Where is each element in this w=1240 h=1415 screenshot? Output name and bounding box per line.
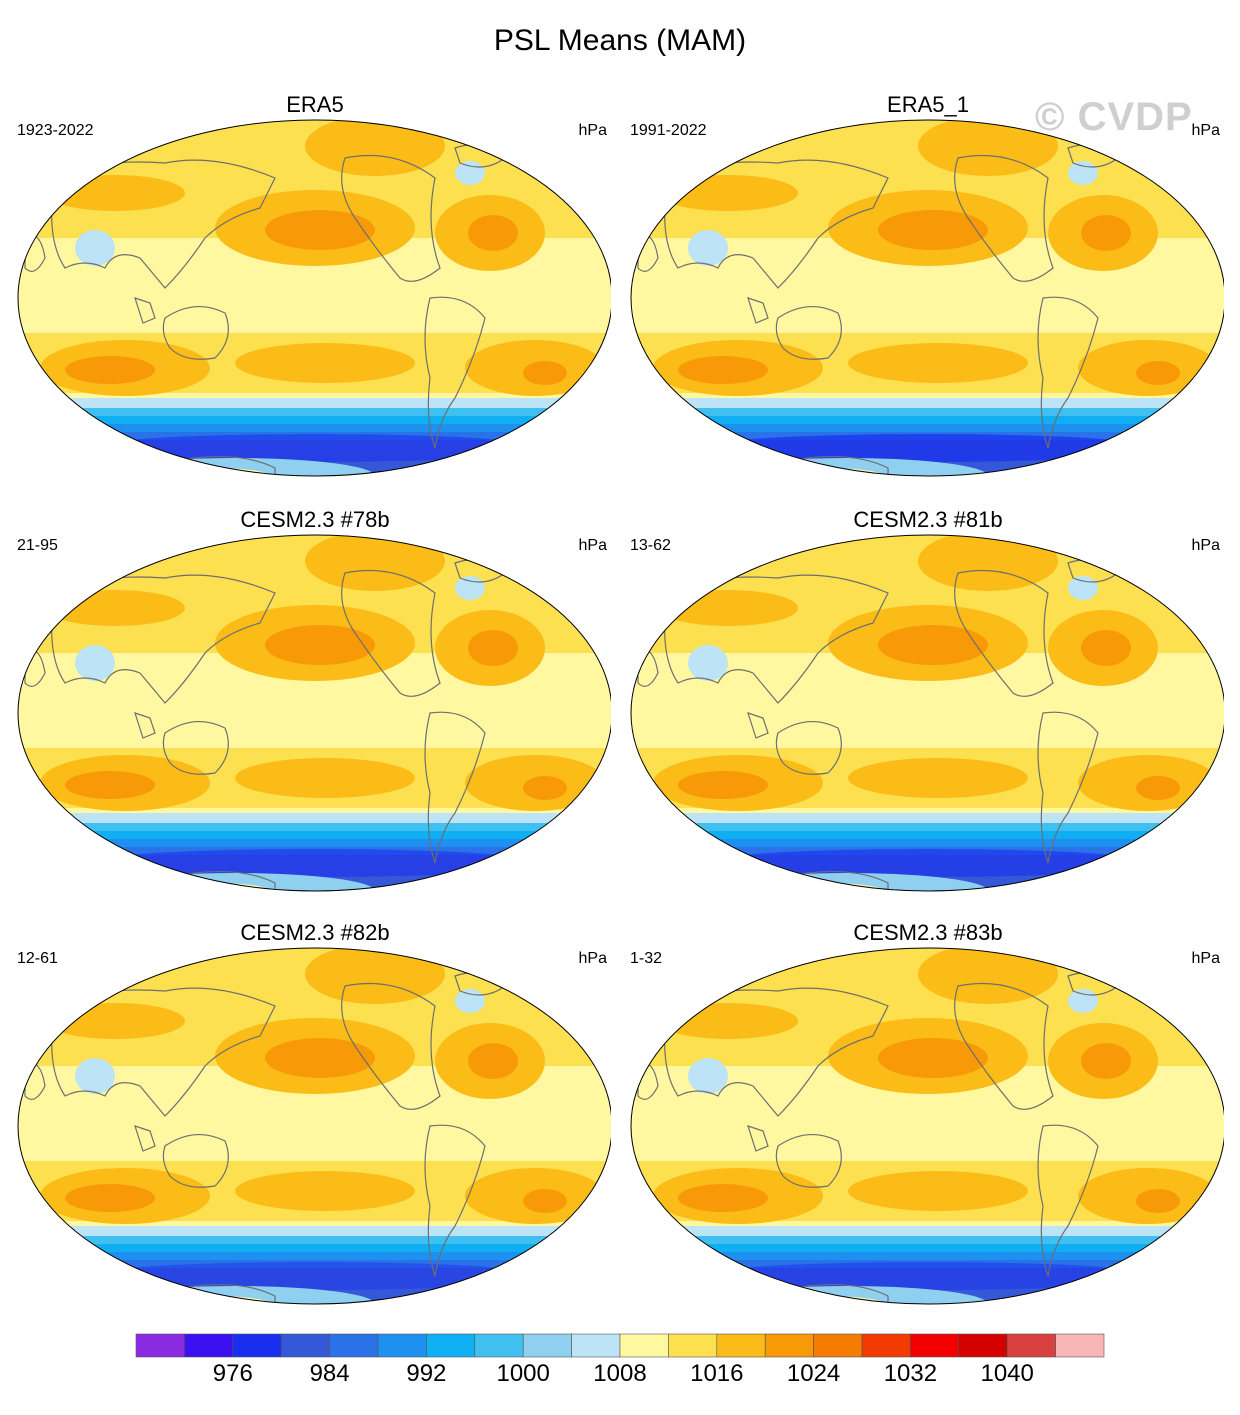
colorbar-swatch <box>958 1333 1008 1358</box>
psl-map <box>17 119 611 477</box>
panel-title: CESM2.3 #78b <box>240 507 390 532</box>
colorbar-tick-label: 984 <box>309 1360 350 1387</box>
colorbar-swatch <box>1006 1333 1056 1358</box>
map-panel: ERA5_1 1991-2022 hPa <box>628 92 1228 492</box>
colorbar-tick-label: 976 <box>212 1360 253 1387</box>
panel-units: hPa <box>1191 122 1220 139</box>
colorbar-tick-label: 1008 <box>593 1360 647 1387</box>
colorbar-swatch <box>426 1333 476 1358</box>
map-panel: CESM2.3 #81b 13-62 hPa <box>628 507 1228 907</box>
panel-period: 1991-2022 <box>630 122 707 139</box>
colorbar-swatch <box>377 1333 427 1358</box>
colorbar-swatch <box>619 1333 669 1358</box>
colorbar-swatch <box>571 1333 621 1358</box>
watermark-logo: © CVDP <box>1035 95 1193 139</box>
panel-period: 13-62 <box>630 537 671 554</box>
psl-map <box>630 534 1224 892</box>
psl-map <box>17 534 611 892</box>
colorbar-tick-label: 1000 <box>496 1360 550 1387</box>
colorbar <box>135 1333 1105 1358</box>
colorbar-swatch <box>861 1333 911 1358</box>
panel-title: ERA5_1 <box>887 92 969 117</box>
colorbar-swatch <box>764 1333 814 1358</box>
panel-units: hPa <box>578 950 607 967</box>
panel-title: CESM2.3 #82b <box>240 920 390 945</box>
panel-period: 1923-2022 <box>17 122 94 139</box>
panel-title: CESM2.3 #81b <box>853 507 1003 532</box>
map-panel: CESM2.3 #82b 12-61 hPa <box>15 920 615 1320</box>
psl-map <box>630 947 1224 1305</box>
panel-units: hPa <box>1191 950 1220 967</box>
psl-map <box>17 947 611 1305</box>
colorbar-swatch <box>474 1333 524 1358</box>
panel-units: hPa <box>578 122 607 139</box>
colorbar-swatch <box>813 1333 863 1358</box>
panel-title: CESM2.3 #83b <box>853 920 1003 945</box>
colorbar-tick-label: 1032 <box>883 1360 938 1387</box>
colorbar-swatch <box>522 1333 572 1358</box>
colorbar-tick-label: 1024 <box>786 1360 841 1387</box>
figure-title: PSL Means (MAM) <box>493 24 747 57</box>
colorbar-tick-label: 992 <box>406 1360 447 1387</box>
colorbar-swatch <box>232 1333 282 1358</box>
colorbar-swatch <box>910 1333 960 1358</box>
panel-period: 1-32 <box>630 950 663 967</box>
panel-title: ERA5 <box>286 92 344 117</box>
map-panel: ERA5 1923-2022 hPa <box>15 92 615 492</box>
colorbar-swatch <box>329 1333 379 1358</box>
colorbar-tick-label: 1016 <box>690 1360 744 1387</box>
colorbar-swatch <box>184 1333 234 1358</box>
colorbar-swatch <box>716 1333 766 1358</box>
psl-map <box>630 119 1224 477</box>
panel-units: hPa <box>578 537 607 554</box>
colorbar-swatch <box>668 1333 718 1358</box>
colorbar-tick-label: 1040 <box>980 1360 1034 1387</box>
map-panel: CESM2.3 #78b 21-95 hPa <box>15 507 615 907</box>
map-panel: CESM2.3 #83b 1-32 hPa <box>628 920 1228 1320</box>
panel-period: 21-95 <box>17 537 58 554</box>
colorbar-swatch <box>1055 1333 1105 1358</box>
colorbar-swatch <box>135 1333 185 1358</box>
panel-period: 12-61 <box>17 950 58 967</box>
colorbar-swatch <box>280 1333 330 1358</box>
panel-units: hPa <box>1191 537 1220 554</box>
